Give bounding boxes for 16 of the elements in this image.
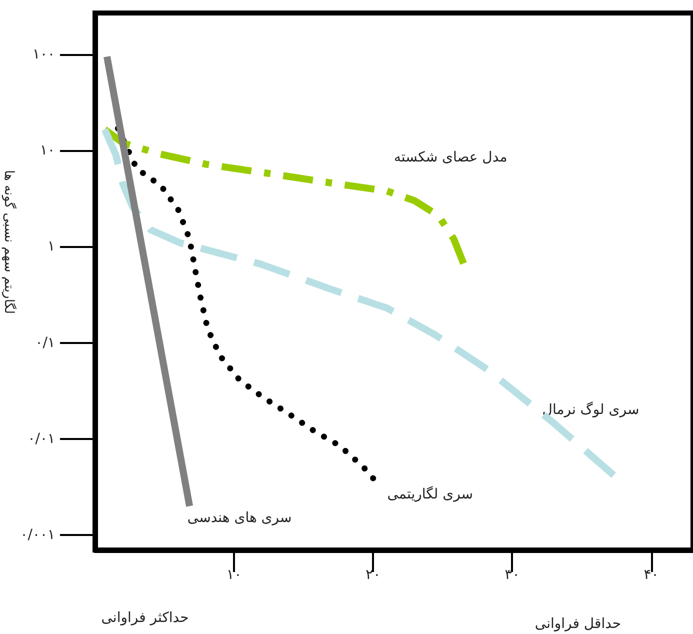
y-axis-title: لگاریتم سهم نسبی گونه ها [1,170,17,314]
y-tick-label: ۱ [47,238,55,255]
text: حداقل فراوانی [534,616,622,632]
y-tick-label: ۱۰۰ [32,46,55,62]
text: حداکثر فراوانی [101,610,189,626]
y-tick-label: ۰/۱ [35,334,55,351]
y-tick-label: ۰/۰۰۱ [20,527,55,544]
series-label: مدل عصای شکسته [394,149,508,166]
x-tick-label: ۲۰ [366,567,381,583]
y-tick-label: ۱۰ [40,142,55,159]
y-tick-label: ۰/۰۱ [28,430,55,447]
series-label: سری لگاریتمی [387,485,474,502]
series-label: سری های هندسی [187,510,292,526]
x-tick-label: ۳۰ [504,567,520,583]
x-tick-label: ۱۰ [226,567,242,583]
x-tick-label: ۴۰ [644,567,659,583]
